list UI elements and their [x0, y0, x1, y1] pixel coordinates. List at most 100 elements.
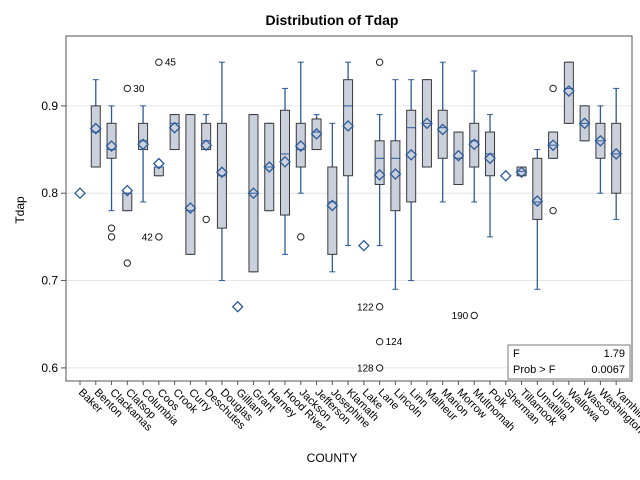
- mean-marker: [499, 169, 512, 182]
- outlier-point: [297, 233, 305, 241]
- mean-marker: [152, 157, 165, 170]
- mean-marker: [279, 155, 291, 168]
- mean-marker: [310, 127, 323, 140]
- outlier-label: 122: [357, 302, 374, 313]
- box-group: [279, 87, 291, 255]
- mean-marker: [263, 161, 276, 173]
- plot-frame: [65, 35, 633, 382]
- mean-marker: [137, 138, 149, 151]
- box-group: [74, 187, 86, 200]
- outlier-point: [549, 84, 557, 93]
- box-iqr: [201, 122, 212, 151]
- box-group: [531, 149, 544, 290]
- outlier-point: [549, 206, 557, 215]
- outlier-point: [107, 224, 116, 232]
- box-group: [468, 70, 481, 203]
- box-group: [562, 61, 575, 124]
- outlier-label: 45: [165, 58, 177, 69]
- mean-marker: [231, 300, 244, 313]
- mean-marker: [452, 149, 465, 162]
- x-axis-label: COUNTY: [307, 451, 358, 465]
- box-group: [421, 79, 433, 168]
- box-group: [578, 105, 591, 142]
- box-iqr: [390, 140, 401, 212]
- box-iqr: [90, 105, 101, 168]
- mean-marker: [547, 139, 560, 152]
- stats-box: F 1.79 Prob > F 0.0067: [507, 344, 631, 380]
- mean-marker: [74, 187, 86, 200]
- box-group: [436, 61, 449, 203]
- box-group: [247, 114, 260, 273]
- box-iqr: [563, 61, 574, 124]
- mean-marker: [89, 122, 102, 135]
- mean-marker: [105, 140, 118, 152]
- y-tick-label: 0.6: [41, 361, 58, 375]
- mean-marker: [184, 202, 197, 214]
- box-group: [294, 61, 307, 194]
- box-group: [326, 122, 339, 273]
- box-group: [452, 131, 465, 185]
- box-group: [357, 239, 370, 252]
- outlier-label: 190: [452, 311, 469, 322]
- box-iqr: [374, 140, 385, 185]
- chart-title: Distribution of Tdap: [266, 12, 399, 28]
- outlier-point: [155, 58, 163, 66]
- y-axis-ticks: 0.6 0.7 0.8 0.9: [41, 99, 66, 375]
- boxes-layer: [74, 61, 623, 313]
- box-group: [121, 184, 134, 212]
- box-group: [137, 105, 149, 203]
- box-group: [484, 114, 496, 238]
- y-tick-label: 0.9: [41, 99, 58, 113]
- mean-marker: [247, 187, 260, 200]
- box-iqr: [185, 114, 196, 255]
- outlier-label: 124: [386, 337, 403, 348]
- stats-prob-label: Prob > F: [513, 364, 556, 376]
- box-group: [216, 61, 228, 282]
- mean-marker: [531, 195, 544, 207]
- box-group: [515, 166, 528, 179]
- box-iqr: [295, 122, 306, 168]
- box-iqr: [532, 157, 543, 220]
- mean-marker: [515, 166, 528, 179]
- box-group: [200, 114, 213, 152]
- box-group: [594, 105, 607, 194]
- box-group: [499, 169, 512, 182]
- mean-marker: [326, 199, 339, 212]
- outlier-label: 128: [357, 363, 374, 374]
- box-iqr: [311, 118, 322, 151]
- outlier-point: [155, 233, 163, 241]
- mean-marker: [484, 152, 496, 165]
- y-tick-label: 0.7: [41, 274, 58, 288]
- outlier-point: [375, 337, 384, 346]
- y-tick-label: 0.8: [41, 186, 58, 200]
- mean-marker: [121, 184, 134, 197]
- outlier-point: [375, 364, 384, 372]
- box-iqr: [280, 109, 291, 216]
- mean-marker: [200, 139, 213, 152]
- box-group: [184, 114, 197, 255]
- mean-marker: [389, 168, 402, 180]
- outlier-label: 42: [142, 232, 154, 243]
- mean-marker: [610, 147, 623, 160]
- box-group: [231, 300, 244, 313]
- box-group: [152, 157, 165, 177]
- outlier-label: 30: [133, 84, 145, 95]
- box-group: [310, 114, 323, 151]
- outlier-point: [202, 215, 210, 224]
- box-group: [263, 122, 276, 212]
- box-group: [373, 114, 386, 247]
- stats-f-value: 1.79: [604, 348, 625, 360]
- box-group: [405, 79, 418, 282]
- outlier-point: [123, 259, 132, 267]
- outlier-point: [375, 58, 384, 66]
- mean-marker: [436, 123, 449, 136]
- stats-box-frame: [507, 344, 631, 380]
- box-group: [547, 131, 560, 159]
- mean-marker: [216, 166, 228, 179]
- outlier-point: [123, 84, 132, 93]
- mean-marker: [421, 117, 433, 130]
- outlier-point: [375, 303, 384, 311]
- mean-marker: [594, 134, 607, 147]
